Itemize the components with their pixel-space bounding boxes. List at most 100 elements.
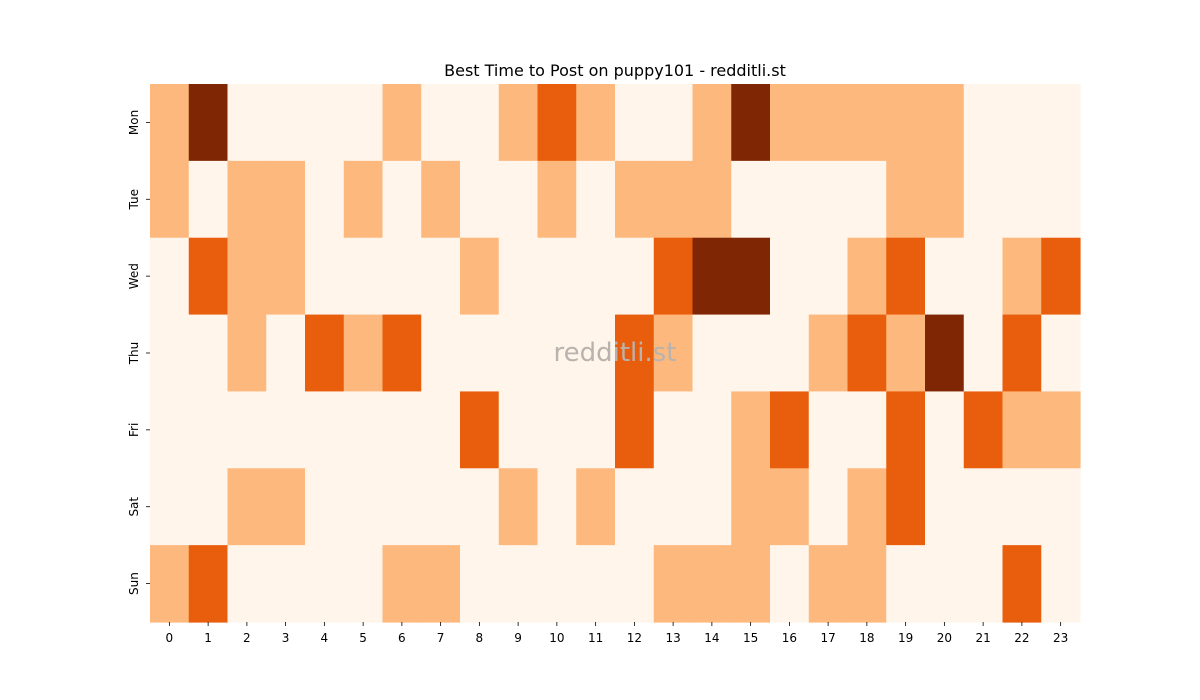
x-tick-label: 12 <box>627 631 642 645</box>
heatmap-cell-sun-12 <box>615 545 655 623</box>
heatmap-cell-thu-10 <box>537 314 577 393</box>
heatmap-cell-wed-13 <box>653 237 694 316</box>
heatmap-cell-wed-23 <box>1041 237 1081 316</box>
x-tick-label: 16 <box>782 631 797 645</box>
heatmap-cell-sun-20 <box>925 545 965 623</box>
heatmap-cell-fri-13 <box>653 391 694 469</box>
heatmap-cell-wed-8 <box>460 237 500 316</box>
heatmap-cell-sun-1 <box>188 545 229 623</box>
x-tick-label: 14 <box>704 631 719 645</box>
heatmap-cell-fri-19 <box>886 391 926 469</box>
heatmap-cell-fri-4 <box>305 391 345 469</box>
heatmap-cell-thu-1 <box>188 314 229 393</box>
x-tick-label: 7 <box>437 631 445 645</box>
heatmap-cell-tue-16 <box>770 160 810 239</box>
heatmap-cell-thu-7 <box>421 314 461 393</box>
heatmap-cell-wed-6 <box>382 237 422 316</box>
heatmap-cell-tue-7 <box>421 160 461 239</box>
x-tick-label: 11 <box>588 631 603 645</box>
y-tick-label: Wed <box>127 263 141 289</box>
heatmap-cell-sat-17 <box>808 468 849 546</box>
heatmap-cell-thu-16 <box>770 314 810 393</box>
heatmap-cell-mon-23 <box>1041 84 1081 162</box>
x-tick-label: 17 <box>820 631 835 645</box>
heatmap-cell-tue-12 <box>615 160 655 239</box>
heatmap-cell-fri-21 <box>963 391 1004 469</box>
heatmap-cell-mon-16 <box>770 84 810 162</box>
heatmap-cell-fri-3 <box>266 391 306 469</box>
heatmap-cell-sun-14 <box>692 545 732 623</box>
heatmap-cell-mon-20 <box>925 84 965 162</box>
y-tick-label: Sun <box>127 572 141 595</box>
heatmap-cell-thu-5 <box>343 314 384 393</box>
heatmap-cell-sat-16 <box>770 468 810 546</box>
heatmap-cell-sat-13 <box>653 468 694 546</box>
heatmap-cell-fri-7 <box>421 391 461 469</box>
heatmap-cell-mon-19 <box>886 84 926 162</box>
x-tick-label: 23 <box>1053 631 1068 645</box>
heatmap-cell-sun-3 <box>266 545 306 623</box>
heatmap-cell-thu-17 <box>808 314 849 393</box>
heatmap-cell-wed-16 <box>770 237 810 316</box>
heatmap-cells <box>150 84 1081 623</box>
heatmap-cell-tue-21 <box>963 160 1004 239</box>
heatmap-cell-sun-22 <box>1002 545 1042 623</box>
heatmap-cell-tue-9 <box>498 160 539 239</box>
heatmap-cell-wed-19 <box>886 237 926 316</box>
y-tick-label: Fri <box>127 423 141 437</box>
heatmap-cell-thu-21 <box>963 314 1004 393</box>
heatmap-cell-tue-0 <box>150 160 190 239</box>
heatmap-cell-mon-2 <box>227 84 267 162</box>
heatmap-cell-thu-20 <box>925 314 965 393</box>
chart-title: Best Time to Post on puppy101 - redditli… <box>444 61 786 80</box>
heatmap-cell-mon-4 <box>305 84 345 162</box>
heatmap-cell-thu-19 <box>886 314 926 393</box>
heatmap-cell-mon-10 <box>537 84 577 162</box>
heatmap-cell-wed-14 <box>692 237 732 316</box>
heatmap-cell-tue-10 <box>537 160 577 239</box>
heatmap-cell-sat-11 <box>576 468 616 546</box>
heatmap-cell-tue-1 <box>188 160 229 239</box>
x-tick-label: 9 <box>514 631 522 645</box>
heatmap-cell-sat-10 <box>537 468 577 546</box>
x-tick-label: 8 <box>476 631 484 645</box>
heatmap-cell-sat-9 <box>498 468 539 546</box>
y-tick-label: Tue <box>127 189 141 211</box>
heatmap-cell-mon-22 <box>1002 84 1042 162</box>
heatmap-cell-thu-6 <box>382 314 422 393</box>
heatmap-cell-mon-0 <box>150 84 190 162</box>
x-tick-label: 19 <box>898 631 913 645</box>
heatmap-cell-sat-2 <box>227 468 267 546</box>
heatmap-cell-sat-19 <box>886 468 926 546</box>
heatmap-cell-thu-2 <box>227 314 267 393</box>
heatmap-cell-tue-22 <box>1002 160 1042 239</box>
heatmap-cell-tue-11 <box>576 160 616 239</box>
heatmap-cell-wed-9 <box>498 237 539 316</box>
heatmap-cell-mon-7 <box>421 84 461 162</box>
heatmap-cell-sun-10 <box>537 545 577 623</box>
x-tick-label: 6 <box>398 631 406 645</box>
heatmap-cell-sat-3 <box>266 468 306 546</box>
heatmap-cell-wed-3 <box>266 237 306 316</box>
x-tick-label: 21 <box>975 631 990 645</box>
heatmap-cell-wed-12 <box>615 237 655 316</box>
y-axis: Mon Tue Wed Thu Fri Sat Sun <box>127 110 150 595</box>
heatmap-cell-wed-10 <box>537 237 577 316</box>
heatmap-cell-fri-11 <box>576 391 616 469</box>
heatmap-cell-sun-18 <box>847 545 887 623</box>
heatmap-cell-tue-14 <box>692 160 732 239</box>
heatmap-cell-sat-0 <box>150 468 190 546</box>
x-tick-label: 22 <box>1014 631 1029 645</box>
heatmap-cell-sun-0 <box>150 545 190 623</box>
heatmap-cell-sun-7 <box>421 545 461 623</box>
heatmap-cell-tue-19 <box>886 160 926 239</box>
heatmap-cell-mon-11 <box>576 84 616 162</box>
heatmap-cell-sun-15 <box>731 545 771 623</box>
heatmap-cell-fri-22 <box>1002 391 1042 469</box>
heatmap-cell-sat-23 <box>1041 468 1081 546</box>
y-tick-label: Sat <box>127 497 141 517</box>
heatmap-cell-mon-12 <box>615 84 655 162</box>
heatmap-cell-fri-2 <box>227 391 267 469</box>
x-tick-label: 2 <box>243 631 251 645</box>
